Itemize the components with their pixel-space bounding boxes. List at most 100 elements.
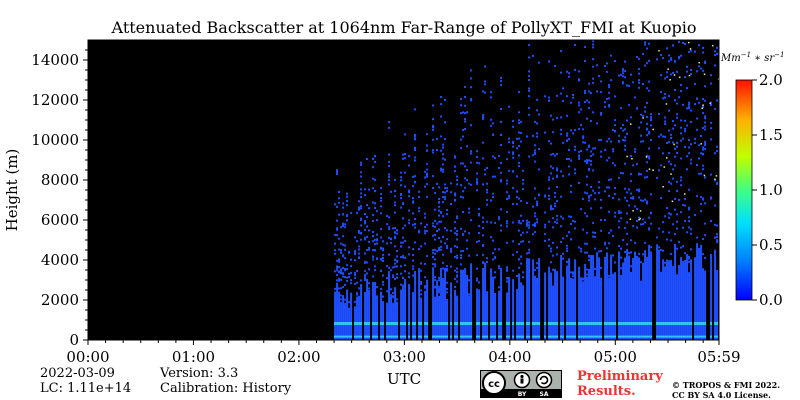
near-ground-signal	[482, 335, 485, 338]
signal-speckle	[578, 246, 581, 249]
signal-speckle	[700, 202, 703, 205]
near-ground-signal	[532, 335, 535, 338]
signal-speckle	[394, 245, 397, 248]
signal-speckle	[644, 198, 647, 201]
signal-speckle	[710, 101, 713, 104]
signal-speckle	[560, 240, 563, 243]
signal-speckle	[482, 221, 485, 224]
signal-speckle	[670, 182, 673, 185]
signal-speckle	[412, 248, 415, 251]
signal-speckle	[612, 196, 615, 199]
signal-speckle	[552, 268, 555, 271]
signal-speckle	[528, 240, 531, 243]
signal-speckle	[476, 182, 479, 185]
signal-speckle	[612, 129, 615, 132]
signal-speckle	[620, 267, 623, 270]
signal-speckle	[360, 279, 363, 282]
signal-speckle	[412, 265, 415, 268]
signal-speckle	[700, 247, 703, 250]
signal-speckle	[638, 72, 641, 75]
signal-speckle	[512, 156, 515, 159]
aerosol-layer	[608, 322, 611, 325]
signal-speckle	[374, 265, 377, 268]
signal-speckle	[412, 274, 415, 277]
signal-speckle	[620, 211, 623, 214]
aerosol-layer	[644, 322, 647, 325]
signal-speckle	[534, 224, 537, 227]
signal-speckle	[464, 230, 467, 233]
signal-speckle	[682, 41, 685, 44]
signal-speckle	[568, 75, 571, 78]
signal-speckle	[624, 136, 627, 139]
signal-speckle	[648, 227, 651, 230]
signal-speckle	[544, 239, 547, 242]
signal-speckle	[412, 175, 415, 178]
signal-speckle	[676, 227, 679, 230]
signal-speckle	[374, 249, 377, 252]
signal-speckle	[518, 131, 521, 134]
signal-speckle	[512, 152, 515, 155]
signal-speckle	[582, 128, 585, 131]
aerosol-layer	[486, 322, 489, 325]
signal-speckle	[624, 128, 627, 131]
signal-speckle	[696, 117, 699, 120]
signal-speckle	[554, 195, 557, 198]
aerosol-layer	[438, 322, 441, 325]
signal-speckle	[690, 109, 693, 112]
aerosol-layer	[400, 322, 403, 325]
near-ground-signal	[520, 335, 523, 338]
signal-speckle	[518, 243, 521, 246]
signal-speckle	[536, 278, 539, 281]
signal-speckle	[702, 164, 705, 167]
svg-text:SA: SA	[540, 391, 549, 398]
near-ground-signal	[682, 335, 685, 338]
signal-speckle	[608, 137, 611, 140]
signal-speckle	[568, 72, 571, 75]
signal-speckle	[392, 291, 395, 294]
near-ground-signal	[364, 335, 367, 338]
signal-speckle	[556, 200, 559, 203]
aerosol-layer	[442, 322, 445, 325]
x-tick-label: 04:00	[488, 348, 531, 366]
aerosol-layer	[634, 322, 637, 325]
signal-column	[658, 250, 661, 340]
signal-speckle	[498, 218, 501, 221]
signal-speckle	[620, 256, 623, 259]
aerosol-layer	[636, 322, 639, 325]
signal-speckle	[344, 298, 347, 301]
signal-speckle	[366, 272, 369, 275]
signal-speckle	[578, 111, 581, 114]
colorbar	[735, 79, 753, 301]
signal-speckle	[382, 274, 385, 277]
signal-speckle	[342, 243, 345, 246]
signal-speckle	[368, 207, 371, 210]
signal-speckle	[368, 287, 371, 290]
signal-column	[490, 268, 493, 340]
signal-speckle	[534, 222, 537, 225]
signal-speckle	[500, 76, 503, 79]
signal-speckle	[498, 248, 501, 251]
signal-speckle	[408, 164, 411, 167]
signal-speckle	[342, 272, 345, 275]
aerosol-layer	[544, 322, 547, 325]
signal-speckle	[470, 219, 473, 222]
noise-dot	[638, 218, 640, 221]
signal-speckle	[656, 248, 659, 251]
signal-speckle	[626, 191, 629, 194]
noise-dot	[702, 104, 704, 106]
signal-speckle	[716, 181, 719, 184]
signal-speckle	[528, 75, 531, 78]
signal-speckle	[578, 104, 581, 107]
signal-column	[704, 270, 707, 340]
noise-dot	[667, 68, 669, 70]
near-ground-signal	[404, 335, 407, 338]
signal-speckle	[668, 160, 671, 163]
signal-speckle	[592, 43, 595, 46]
noise-dot	[631, 157, 633, 160]
signal-column	[580, 277, 583, 340]
signal-speckle	[648, 228, 651, 231]
copyright-notice: © TROPOS & FMI 2022. CC BY SA 4.0 Licens…	[672, 380, 780, 400]
signal-speckle	[338, 197, 341, 200]
signal-speckle	[454, 192, 457, 195]
signal-speckle	[400, 193, 403, 196]
